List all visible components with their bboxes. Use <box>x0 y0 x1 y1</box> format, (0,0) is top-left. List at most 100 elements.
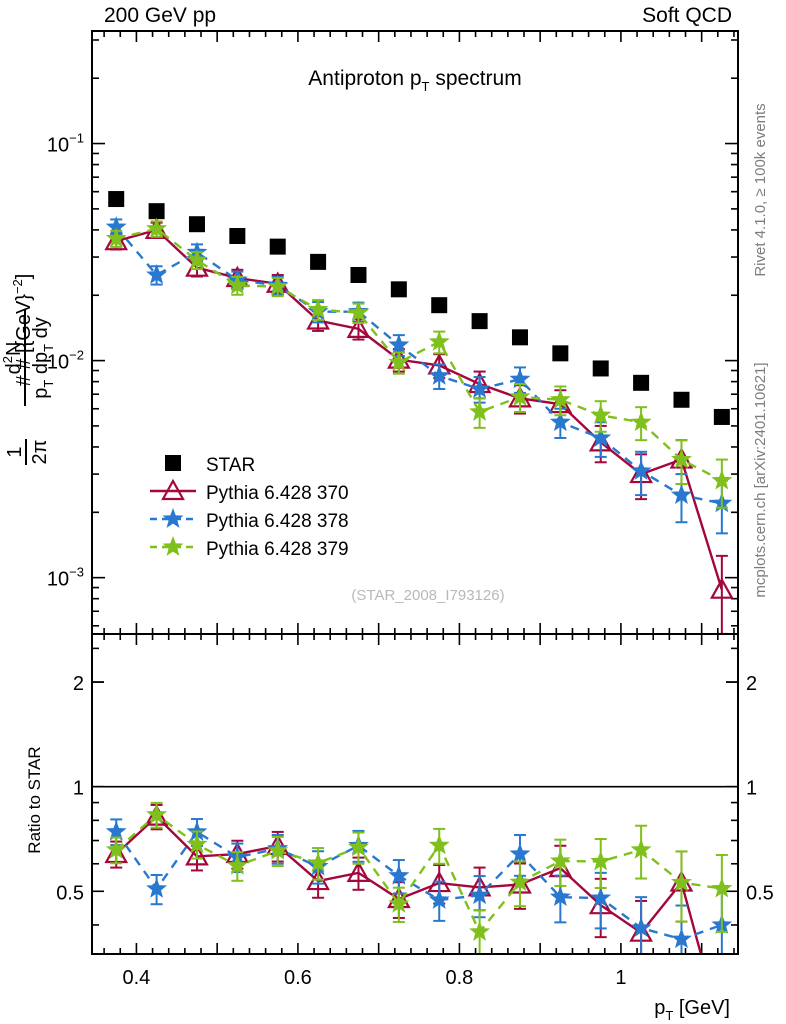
ratio-data-point <box>226 854 248 875</box>
ratio-data-point <box>671 871 692 892</box>
ratio-tick-label-right-0: 2 <box>746 673 757 695</box>
ratio-data-point <box>469 884 491 905</box>
ratio-tick-label-left-1: 1 <box>73 778 84 800</box>
data-point <box>186 249 208 270</box>
legend-marker <box>161 478 185 501</box>
ratio-data-point <box>388 864 410 885</box>
data-point <box>711 469 733 490</box>
y-tick-label-0: 10−1 <box>47 131 84 157</box>
ratio-series-pythia-6-428-379 <box>105 801 733 953</box>
ratio-data-point <box>346 860 371 882</box>
ratio-tick-label-left-2: 0.5 <box>56 882 84 904</box>
main-data-layer <box>104 191 734 633</box>
main-panel-frame <box>91 30 739 635</box>
ratio-data-point <box>630 917 652 937</box>
data-point <box>509 385 531 406</box>
ratio-data-point <box>630 838 652 859</box>
ylabel-frac2-num: d2N <box>0 342 25 375</box>
ratio-data-point <box>146 877 168 898</box>
ratio-data-point <box>590 887 612 907</box>
side-label-rivet-text: Rivet 4.1.0, ≥ 100k events <box>752 103 769 276</box>
legend-marker <box>165 455 181 471</box>
x-tick-label-1: 0.6 <box>284 967 312 989</box>
data-point <box>188 216 205 233</box>
ratio-tick-label-right-2: 0.5 <box>746 882 774 904</box>
ratio-data-point <box>388 892 410 913</box>
series-line <box>115 226 723 505</box>
data-point <box>390 281 407 298</box>
data-point <box>673 391 690 408</box>
ratio-axis-label-text: Ratio to STAR <box>25 746 44 853</box>
data-point <box>471 313 488 330</box>
data-point <box>388 333 410 354</box>
ratio-data-point <box>186 833 208 854</box>
series-line <box>115 227 723 482</box>
x-tick-label-0: 0.4 <box>123 967 151 989</box>
data-point <box>104 228 129 251</box>
legend-item-0[interactable]: STAR <box>165 455 255 476</box>
data-point <box>549 411 571 432</box>
side-label-rivet: Rivet 4.1.0, ≥ 100k events <box>752 103 769 276</box>
data-point <box>146 217 168 238</box>
data-point <box>709 577 734 599</box>
data-point <box>671 484 692 505</box>
data-point <box>592 360 609 377</box>
data-point <box>549 388 571 409</box>
ratio-data-layer <box>93 785 737 953</box>
ratio-series-line <box>115 814 702 953</box>
series-star <box>108 191 730 425</box>
y-tick-label-1: 10−2 <box>47 348 84 374</box>
data-point <box>346 316 371 338</box>
ratio-series-line <box>115 813 723 935</box>
legend-label-3: Pythia 6.428 379 <box>206 539 349 560</box>
data-point <box>348 301 369 322</box>
series-pythia-6-428-379 <box>105 217 733 509</box>
ratio-tick-label-right-1: 1 <box>746 778 757 800</box>
data-point <box>108 191 125 208</box>
ratio-series-line <box>115 830 723 941</box>
ratio-axis-label: Ratio to STAR <box>25 746 44 853</box>
data-point <box>229 228 246 245</box>
data-point <box>590 426 612 447</box>
data-point <box>630 411 652 432</box>
data-point <box>428 364 450 385</box>
data-point <box>469 377 491 398</box>
data-point <box>713 408 730 425</box>
ratio-data-point <box>469 920 491 941</box>
ratio-data-point <box>348 836 369 857</box>
legend-label-2: Pythia 6.428 378 <box>206 511 349 532</box>
legend-item-2[interactable]: Pythia 6.428 378 <box>150 508 349 532</box>
ratio-data-point <box>711 877 733 898</box>
ylabel-frac1-num: 1 <box>4 446 26 457</box>
data-point <box>146 263 168 284</box>
ratio-data-point <box>590 850 612 871</box>
ratio-data-point <box>185 844 209 866</box>
legend-marker <box>162 508 184 528</box>
legend-item-1[interactable]: Pythia 6.428 370 <box>150 478 349 504</box>
ratio-data-point <box>428 888 450 909</box>
ylabel-frac2-den: pT dpT dy <box>30 317 56 399</box>
data-point <box>307 298 329 319</box>
legend-marker <box>162 536 184 556</box>
x-axis-label: pT [GeV] <box>654 997 730 1023</box>
ratio-data-point <box>105 820 127 841</box>
ratio-data-point <box>509 871 531 892</box>
ratio-tick-label-left-0: 2 <box>73 673 84 695</box>
ratio-data-point <box>671 928 692 949</box>
legend-label-0: STAR <box>206 455 255 476</box>
legend-item-3[interactable]: Pythia 6.428 379 <box>150 536 349 560</box>
data-point <box>590 404 612 425</box>
ratio-data-point <box>428 834 450 855</box>
y-tick-label-2: 10−3 <box>47 565 84 591</box>
data-point <box>105 227 127 248</box>
ratio-data-point <box>549 886 571 907</box>
analysis-watermark: (STAR_2008_I793126) <box>351 587 504 604</box>
data-point <box>267 275 289 296</box>
data-point <box>671 448 692 469</box>
data-point <box>148 203 165 220</box>
ratio-data-point <box>307 852 329 872</box>
ratio-data-point <box>549 850 571 870</box>
